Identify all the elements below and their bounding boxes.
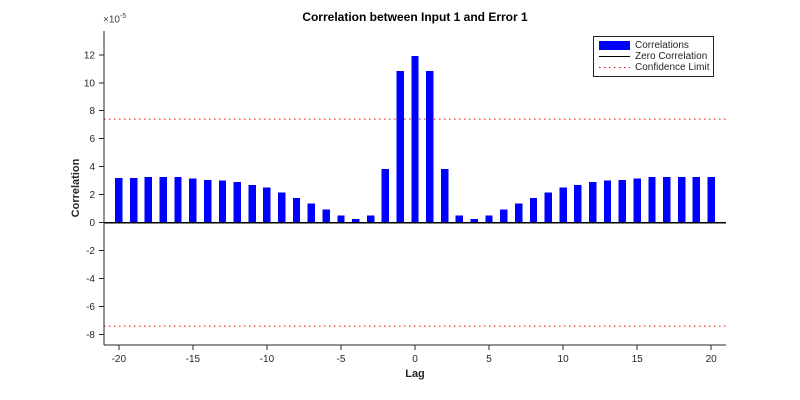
correlation-bar — [559, 187, 567, 223]
scale-factor-base: ×10 — [103, 14, 120, 26]
y-tick-label: 6 — [89, 134, 95, 145]
correlation-bar — [366, 215, 375, 223]
scale-factor-exponent: -5 — [119, 13, 127, 20]
y-tick-label: 4 — [89, 162, 95, 173]
legend-bar-swatch-icon — [599, 41, 630, 50]
y-tick-label: 10 — [84, 78, 96, 89]
correlation-bar — [263, 187, 271, 223]
y-axis-label: Correlation — [70, 158, 82, 218]
legend-item-zero-correlation: Zero Correlation — [594, 51, 713, 62]
x-tick-label: -20 — [112, 354, 127, 365]
y-tick-label: -4 — [86, 274, 95, 285]
legend-label: Confidence Limit — [635, 62, 710, 73]
correlation-bar — [648, 177, 656, 223]
correlation-bar — [529, 198, 538, 223]
x-tick-label: -15 — [186, 354, 201, 365]
legend-item-confidence-limit: Confidence Limit — [594, 62, 713, 73]
correlation-bar — [174, 177, 182, 223]
correlation-bar — [692, 177, 701, 223]
correlation-bar — [204, 180, 212, 223]
correlation-bar — [352, 219, 360, 223]
correlation-bar — [589, 182, 597, 223]
correlation-bar — [455, 215, 464, 223]
x-axis-label: Lag — [405, 368, 425, 380]
x-tick-label: 20 — [706, 354, 718, 365]
correlation-bar — [278, 192, 286, 223]
correlation-bar — [707, 177, 715, 223]
chart-title: Correlation between Input 1 and Error 1 — [302, 10, 528, 24]
correlation-bar — [292, 198, 301, 223]
correlation-bar — [248, 184, 256, 223]
x-tick-label: -5 — [336, 354, 345, 365]
correlation-bar — [470, 219, 478, 223]
legend: Correlations Zero Correlation Confidence… — [593, 36, 714, 77]
correlation-bar — [233, 182, 241, 223]
correlation-bar — [618, 180, 626, 223]
legend-label: Correlations — [635, 40, 689, 51]
y-axis-scale-factor: ×10-5 — [103, 13, 126, 25]
correlation-bar — [500, 209, 508, 223]
correlation-bar — [129, 177, 138, 223]
y-tick-label: -6 — [86, 302, 95, 313]
correlation-bar — [381, 168, 390, 223]
correlation-bar — [218, 180, 227, 223]
x-tick-label: 5 — [486, 354, 492, 365]
legend-dotted-line-swatch-icon — [599, 66, 630, 69]
correlation-bar — [189, 178, 197, 223]
correlation-bar — [515, 203, 523, 223]
correlation-bar — [411, 56, 419, 223]
correlation-bar — [337, 215, 345, 223]
x-tick-label: 10 — [558, 354, 570, 365]
y-tick-label: -2 — [86, 246, 95, 257]
correlation-bar — [144, 177, 153, 223]
correlation-bar — [426, 70, 434, 223]
correlation-bar — [633, 178, 641, 223]
correlation-bar — [396, 70, 404, 223]
x-tick-label: 15 — [632, 354, 644, 365]
correlation-bar — [440, 168, 449, 223]
legend-item-correlations: Correlations — [594, 40, 713, 51]
x-tick-label: 0 — [412, 354, 418, 365]
correlation-bar — [677, 177, 686, 223]
legend-label: Zero Correlation — [635, 51, 708, 62]
y-tick-label: 12 — [84, 50, 96, 61]
y-tick-label: 8 — [89, 106, 95, 117]
legend-line-swatch-icon — [599, 55, 630, 58]
y-tick-label: 0 — [89, 218, 95, 229]
y-tick-label: 2 — [89, 190, 95, 201]
correlation-bar — [485, 215, 493, 223]
correlation-bar — [663, 177, 671, 223]
correlation-bar — [322, 209, 330, 223]
correlation-bar — [544, 192, 552, 223]
correlation-bar — [574, 184, 582, 223]
y-tick-label: -8 — [86, 330, 95, 341]
correlation-bar — [307, 203, 315, 223]
correlation-bar — [115, 177, 123, 223]
x-tick-label: -10 — [260, 354, 275, 365]
correlation-bar — [159, 177, 167, 223]
correlation-bar — [603, 180, 612, 223]
